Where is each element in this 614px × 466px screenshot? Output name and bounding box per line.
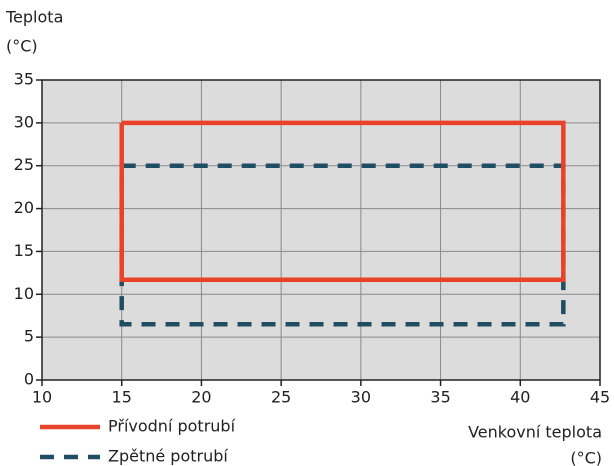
y-tick-label: 5	[24, 327, 34, 346]
plot-area	[42, 80, 600, 380]
x-tick-label: 20	[191, 388, 211, 407]
y-tick-label: 0	[24, 370, 34, 389]
y-tick-label: 10	[14, 284, 34, 303]
x-tick-label: 15	[112, 388, 132, 407]
series-line	[119, 120, 566, 282]
plot-frame	[41, 79, 601, 381]
x-tick-label: 30	[351, 388, 371, 407]
series-line	[119, 163, 566, 327]
y-tick-label: 35	[14, 70, 34, 89]
x-tick-label: 10	[32, 388, 52, 407]
x-tick-label: 45	[590, 388, 610, 407]
x-tick-label: 35	[430, 388, 450, 407]
x-axis-label: Venkovní teplota	[468, 423, 602, 442]
legend-label: Přívodní potrubí	[108, 417, 236, 436]
y-axis-label: Teplota	[5, 8, 63, 27]
y-axis-label: (°C)	[6, 37, 38, 56]
y-tick-label: 20	[14, 198, 34, 217]
y-tick-label: 30	[14, 112, 34, 131]
y-tick-label: 15	[14, 241, 34, 260]
y-tick-label: 25	[14, 155, 34, 174]
x-axis-label: (°C)	[570, 449, 602, 466]
x-tick-label: 40	[510, 388, 530, 407]
x-tick-label: 25	[271, 388, 291, 407]
legend-label: Zpětné potrubí	[108, 447, 228, 466]
